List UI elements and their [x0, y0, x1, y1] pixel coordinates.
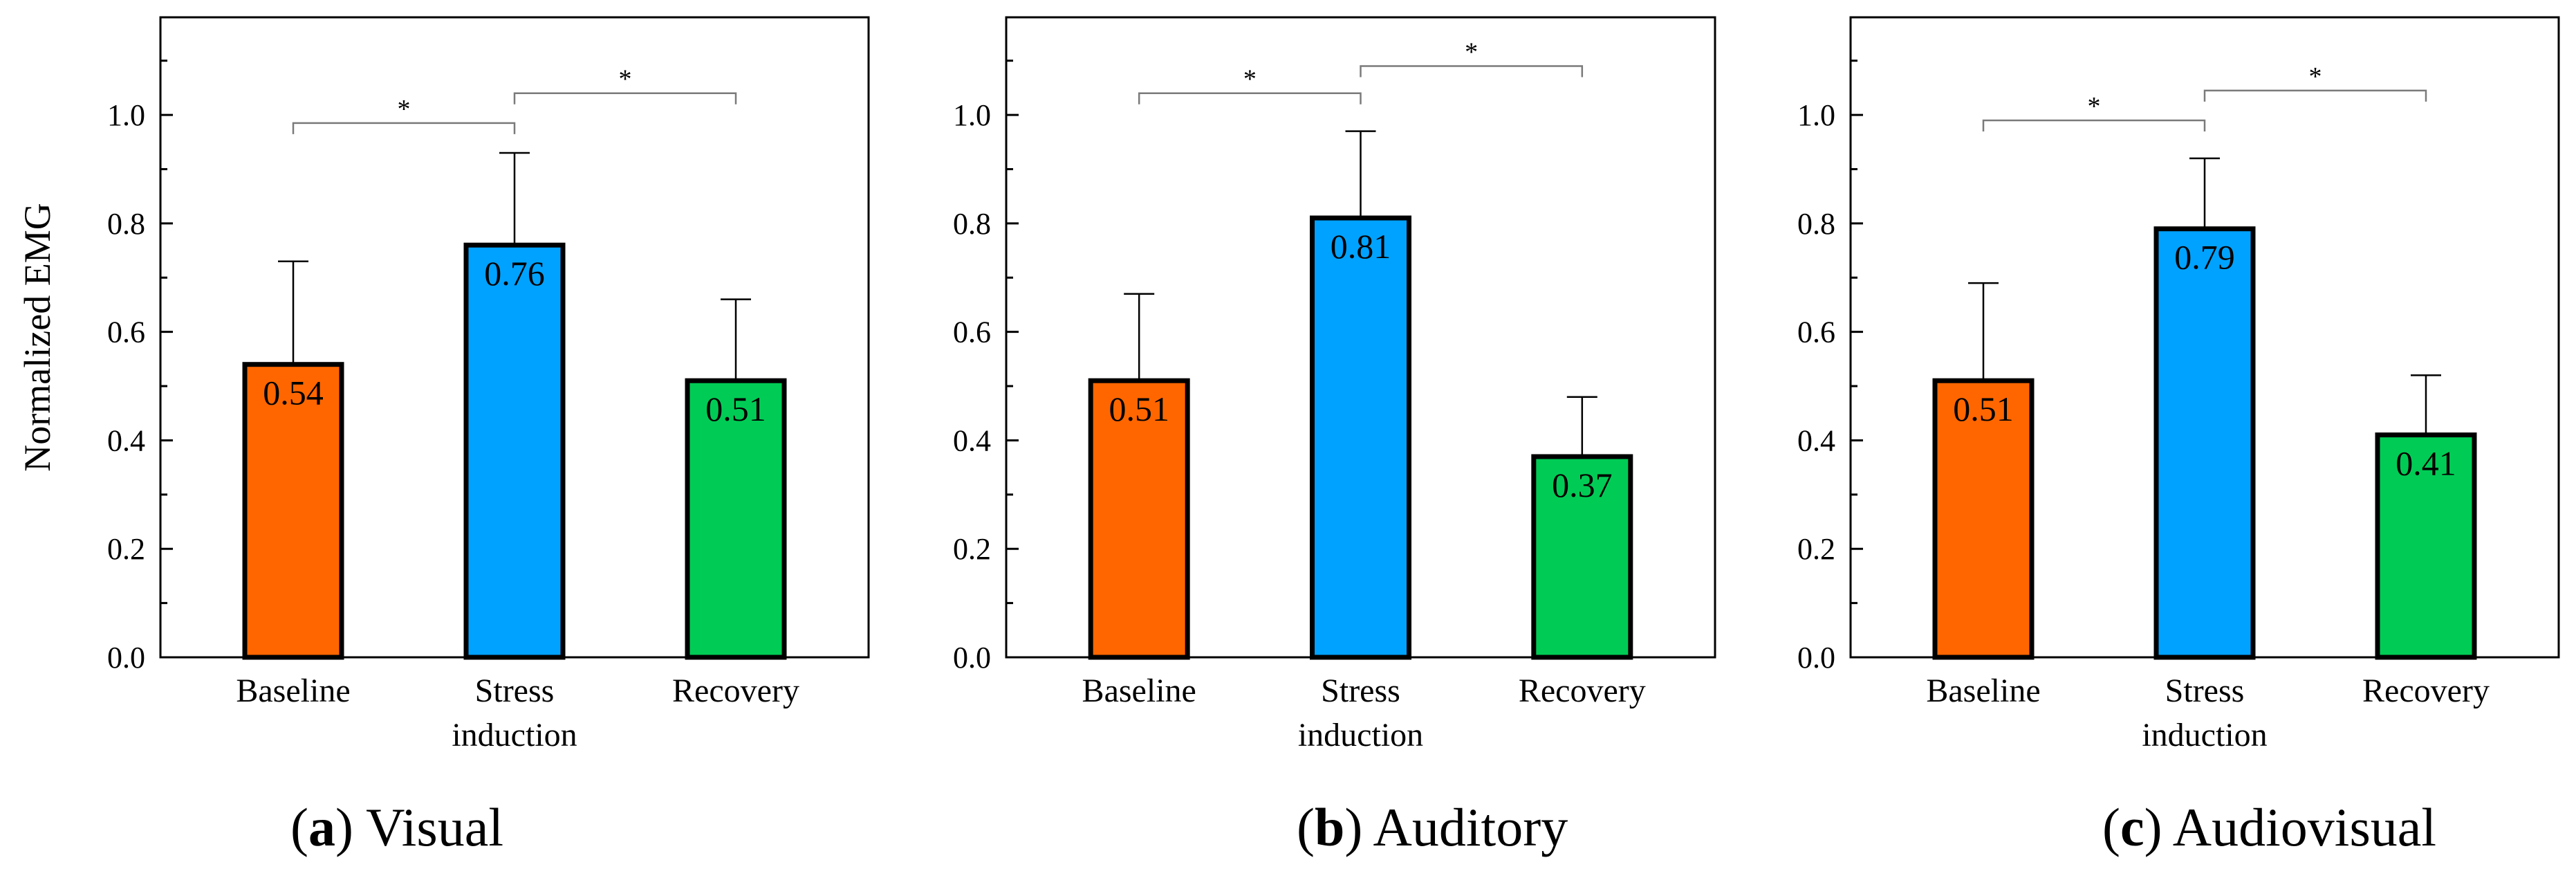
x-category-label: Recovery [2362, 673, 2490, 709]
chart-panel-a: 0.0 0.2 0.4 0.6 0.8 1.0 Normalized EMG 0.54 Base… [17, 16, 870, 857]
y-tick-label: 0.8 [953, 207, 991, 241]
bar-baseline [1932, 378, 2035, 660]
bar-stress [1310, 215, 1411, 660]
bar-baseline [242, 362, 344, 660]
bar-value-label: 0.81 [1331, 227, 1391, 266]
y-tick-label: 0.2 [953, 532, 991, 566]
panel-caption-letter: c [2120, 797, 2144, 857]
y-tick-label: 0.0 [107, 641, 145, 675]
significance-bracket [1138, 92, 1362, 104]
y-tick-label: 0.4 [953, 423, 991, 457]
panel-caption: (a) Visual [290, 797, 503, 857]
significance-star: * [1243, 65, 1257, 94]
bar-value-label: 0.54 [263, 374, 324, 412]
y-tick-label: 0.2 [107, 532, 145, 566]
x-category-label: Recovery [672, 673, 799, 709]
significance-bracket [1360, 65, 1584, 77]
chart-panel-c: 0.0 0.2 0.4 0.6 0.8 1.0 0.51 Baseline 0.79 Stress… [1797, 16, 2560, 857]
x-category-label: Recovery [1519, 673, 1646, 709]
y-tick-label: 0.2 [1797, 532, 1835, 566]
panel-caption-title: Visual [366, 797, 503, 857]
significance-bracket [292, 122, 516, 134]
x-category-label: Stress [2165, 673, 2245, 709]
y-tick-label: 0.6 [953, 315, 991, 349]
panel-caption-title: Auditory [1373, 797, 1568, 857]
bar-value-label: 0.79 [2174, 238, 2235, 277]
bar-value-label: 0.41 [2396, 444, 2456, 483]
significance-star: * [2088, 92, 2101, 121]
y-tick-label: 0.6 [1797, 315, 1835, 349]
y-tick-label: 1.0 [107, 98, 145, 132]
y-tick-label: 0.0 [953, 641, 991, 675]
y-tick-label: 0.8 [1797, 207, 1835, 241]
significance-bracket [1982, 119, 2206, 131]
significance-star: * [2309, 62, 2322, 91]
y-axis-label: Normalized EMG [17, 203, 58, 471]
y-tick-label: 0.6 [107, 315, 145, 349]
panel-caption: (c) Audiovisual [2102, 797, 2436, 857]
x-category-label: induction [452, 717, 577, 753]
bar-stress [463, 242, 566, 660]
bar-recovery [685, 378, 787, 660]
x-category-label: induction [2142, 717, 2267, 753]
panel-caption: (b) Auditory [1297, 797, 1568, 857]
bar-value-label: 0.76 [484, 254, 545, 293]
bar-value-label: 0.51 [1953, 390, 2014, 428]
y-tick-label: 0.4 [1797, 423, 1835, 457]
y-tick-label: 0.0 [1797, 641, 1835, 675]
y-tick-label: 1.0 [1797, 98, 1835, 132]
bar-value-label: 0.51 [1109, 390, 1169, 428]
bar-baseline [1088, 378, 1190, 660]
significance-star: * [398, 95, 411, 124]
bar-value-label: 0.37 [1552, 466, 1613, 504]
significance-bracket [513, 92, 737, 104]
x-category-label: Baseline [1926, 673, 2040, 709]
panel-caption-letter: a [308, 797, 335, 857]
bar-value-label: 0.51 [705, 390, 766, 428]
y-tick-label: 0.8 [107, 207, 145, 241]
x-category-label: Baseline [1082, 673, 1196, 709]
y-tick-label: 0.4 [107, 423, 145, 457]
x-category-label: Baseline [236, 673, 350, 709]
significance-bracket [2203, 89, 2427, 102]
bar-stress [2153, 226, 2256, 660]
significance-star: * [1465, 38, 1478, 67]
x-category-label: induction [1298, 717, 1423, 753]
bar-recovery [2375, 432, 2477, 660]
panel-caption-title: Audiovisual [2173, 797, 2436, 857]
significance-star: * [619, 65, 632, 94]
chart-panel-b: 0.0 0.2 0.4 0.6 0.8 1.0 0.51 Baseline 0.81 Stress… [953, 16, 1716, 857]
x-category-label: Stress [1321, 673, 1400, 709]
x-category-label: Stress [475, 673, 555, 709]
panel-caption-letter: b [1315, 797, 1344, 857]
bar-recovery [1531, 454, 1633, 660]
y-tick-label: 1.0 [953, 98, 991, 132]
